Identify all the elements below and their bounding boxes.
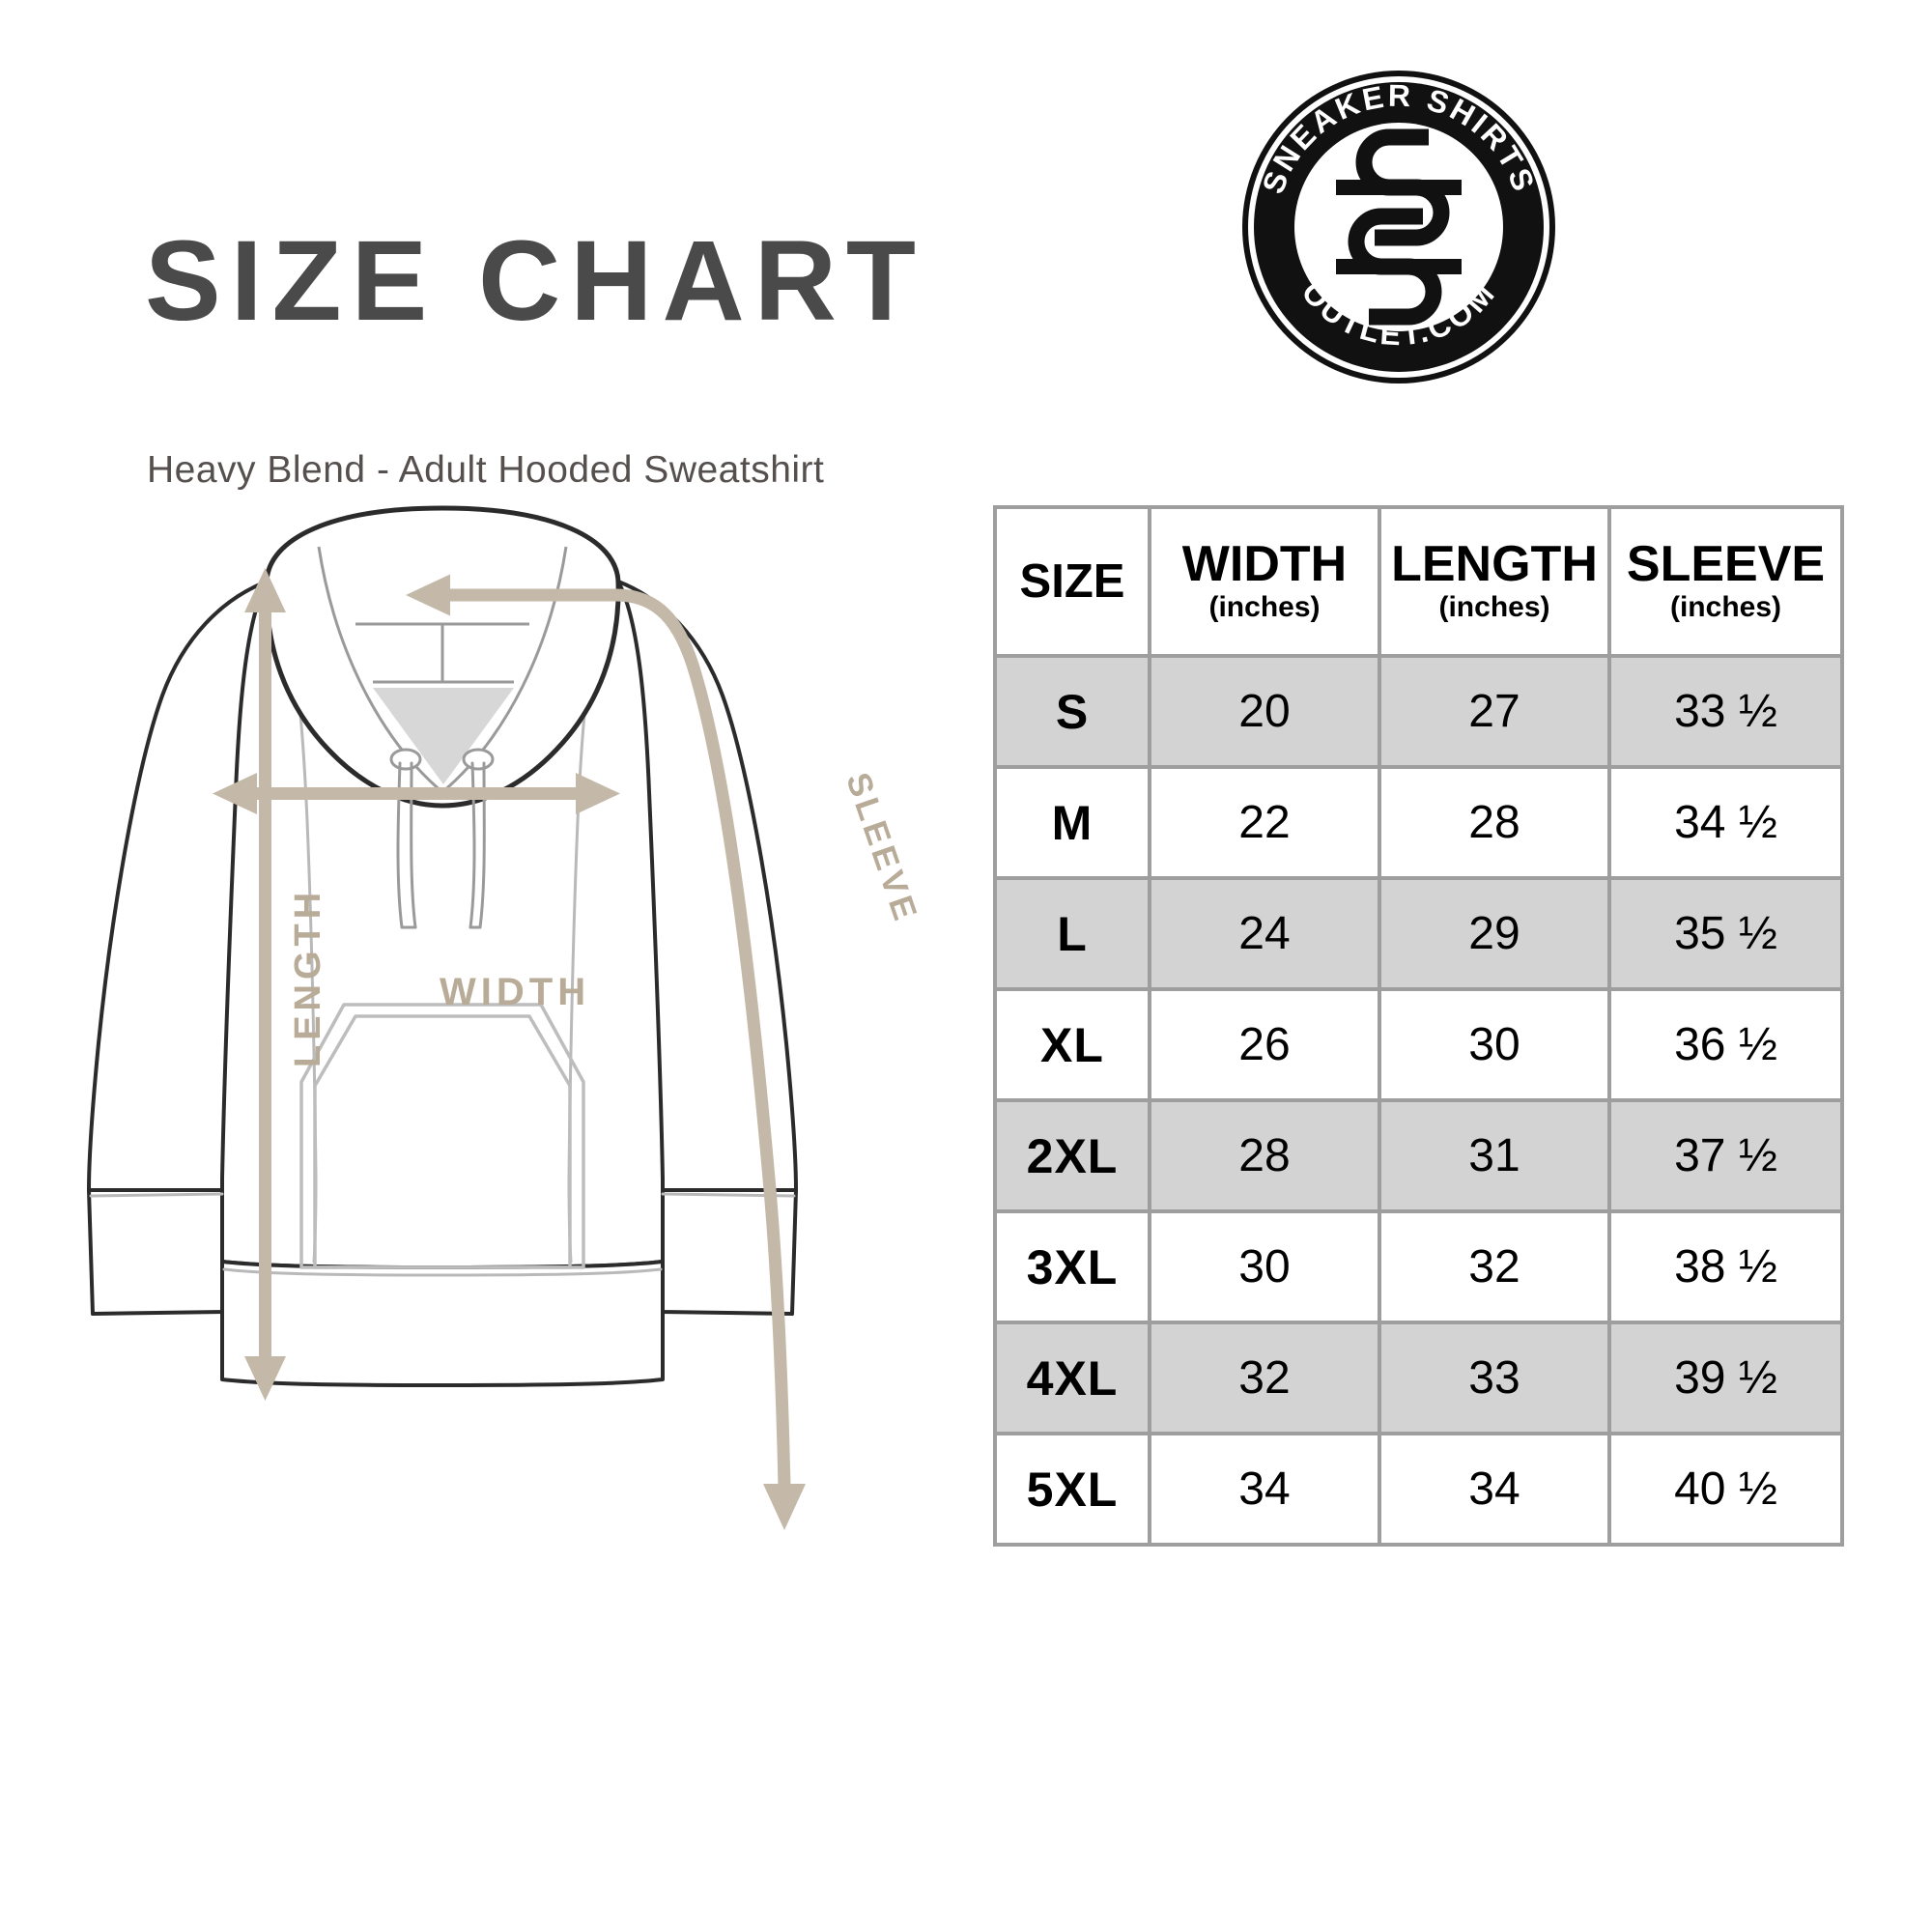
cell-size: M — [993, 765, 1151, 880]
column-header-sleeve: SLEEVE (inches) — [1607, 505, 1844, 658]
hoodie-diagram — [77, 502, 985, 1575]
cell-width: 30 — [1148, 1209, 1381, 1324]
size-table-container: SIZE WIDTH (inches) LENGTH (inches) SLEE… — [993, 505, 1844, 1547]
column-header-length: LENGTH (inches) — [1378, 505, 1611, 658]
cell-width: 26 — [1148, 987, 1381, 1102]
cell-length: 34 — [1378, 1432, 1611, 1547]
column-header-length-units: (inches) — [1438, 590, 1550, 623]
measurement-arrows — [213, 568, 806, 1530]
cell-length: 27 — [1378, 654, 1611, 769]
cell-sleeve: 38 ½ — [1607, 1209, 1844, 1324]
column-header-size: SIZE — [993, 505, 1151, 658]
cell-length: 30 — [1378, 987, 1611, 1102]
cell-size: XL — [993, 987, 1151, 1102]
cell-size: L — [993, 876, 1151, 991]
table-row: S 20 27 33 ½ — [993, 654, 1844, 769]
cell-width: 24 — [1148, 876, 1381, 991]
sleeve-arrow-icon — [436, 588, 791, 1489]
size-table-body: S 20 27 33 ½ M 22 28 34 ½ L 24 29 35 ½ XL 26 30 36 ½ 2XL… — [993, 654, 1844, 1547]
cell-sleeve: 36 ½ — [1607, 987, 1844, 1102]
drawstring-icon — [396, 761, 486, 929]
cell-length: 29 — [1378, 876, 1611, 991]
cell-sleeve: 35 ½ — [1607, 876, 1844, 991]
width-arrow-icon — [213, 773, 620, 814]
cell-sleeve: 37 ½ — [1607, 1098, 1844, 1213]
cell-width: 20 — [1148, 654, 1381, 769]
column-header-sleeve-units: (inches) — [1669, 590, 1782, 623]
pocket-outline-icon — [299, 1003, 585, 1269]
column-header-length-main: LENGTH — [1391, 535, 1598, 592]
length-measure-label: LENGTH — [288, 887, 328, 1067]
cell-size: 5XL — [993, 1432, 1151, 1547]
cell-sleeve: 33 ½ — [1607, 654, 1844, 769]
cell-width: 34 — [1148, 1432, 1381, 1547]
sleeve-arrow-head-end-icon — [763, 1484, 806, 1530]
hood-icon — [264, 505, 621, 929]
column-header-size-main: SIZE — [1019, 554, 1125, 608]
table-row: 4XL 32 33 39 ½ — [993, 1321, 1844, 1435]
cell-sleeve: 40 ½ — [1607, 1432, 1844, 1547]
width-measure-label: WIDTH — [440, 971, 591, 1013]
cell-length: 33 — [1378, 1321, 1611, 1435]
column-header-width: WIDTH (inches) — [1148, 505, 1381, 658]
cell-sleeve: 34 ½ — [1607, 765, 1844, 880]
sleeve-arrow-head-start-icon — [406, 574, 450, 616]
page-subtitle: Heavy Blend - Adult Hooded Sweatshirt — [147, 449, 825, 491]
cell-length: 32 — [1378, 1209, 1611, 1324]
cell-width: 32 — [1148, 1321, 1381, 1435]
table-row: XL 26 30 36 ½ — [993, 987, 1844, 1102]
neck-gusset — [373, 688, 514, 784]
logo-monogram-ss-icon — [1336, 128, 1462, 326]
table-row: M 22 28 34 ½ — [993, 765, 1844, 880]
size-table: SIZE WIDTH (inches) LENGTH (inches) SLEE… — [993, 505, 1844, 1547]
brand-logo-icon: SNEAKER SHIRTS OUTLET.COM — [1242, 71, 1555, 384]
column-header-width-main: WIDTH — [1181, 535, 1348, 592]
column-header-width-units: (inches) — [1208, 590, 1321, 623]
cell-size: 3XL — [993, 1209, 1151, 1324]
cell-size: 2XL — [993, 1098, 1151, 1213]
header-row: SIZE WIDTH (inches) LENGTH (inches) SLEE… — [993, 505, 1844, 658]
cell-length: 31 — [1378, 1098, 1611, 1213]
page-title: SIZE CHART — [145, 217, 925, 345]
column-header-sleeve-main: SLEEVE — [1626, 535, 1826, 592]
table-row: 2XL 28 31 37 ½ — [993, 1098, 1844, 1213]
hoodie-illustration-icon — [87, 505, 806, 1530]
cell-size: 4XL — [993, 1321, 1151, 1435]
cell-sleeve: 39 ½ — [1607, 1321, 1844, 1435]
cell-length: 28 — [1378, 765, 1611, 880]
brand-logo: SNEAKER SHIRTS OUTLET.COM — [1239, 68, 1558, 386]
cell-width: 28 — [1148, 1098, 1381, 1213]
table-row: 3XL 30 32 38 ½ — [993, 1209, 1844, 1324]
cell-width: 22 — [1148, 765, 1381, 880]
table-row: L 24 29 35 ½ — [993, 876, 1844, 991]
size-table-header: SIZE WIDTH (inches) LENGTH (inches) SLEE… — [993, 505, 1844, 658]
cell-size: S — [993, 654, 1151, 769]
table-row: 5XL 34 34 40 ½ — [993, 1432, 1844, 1547]
